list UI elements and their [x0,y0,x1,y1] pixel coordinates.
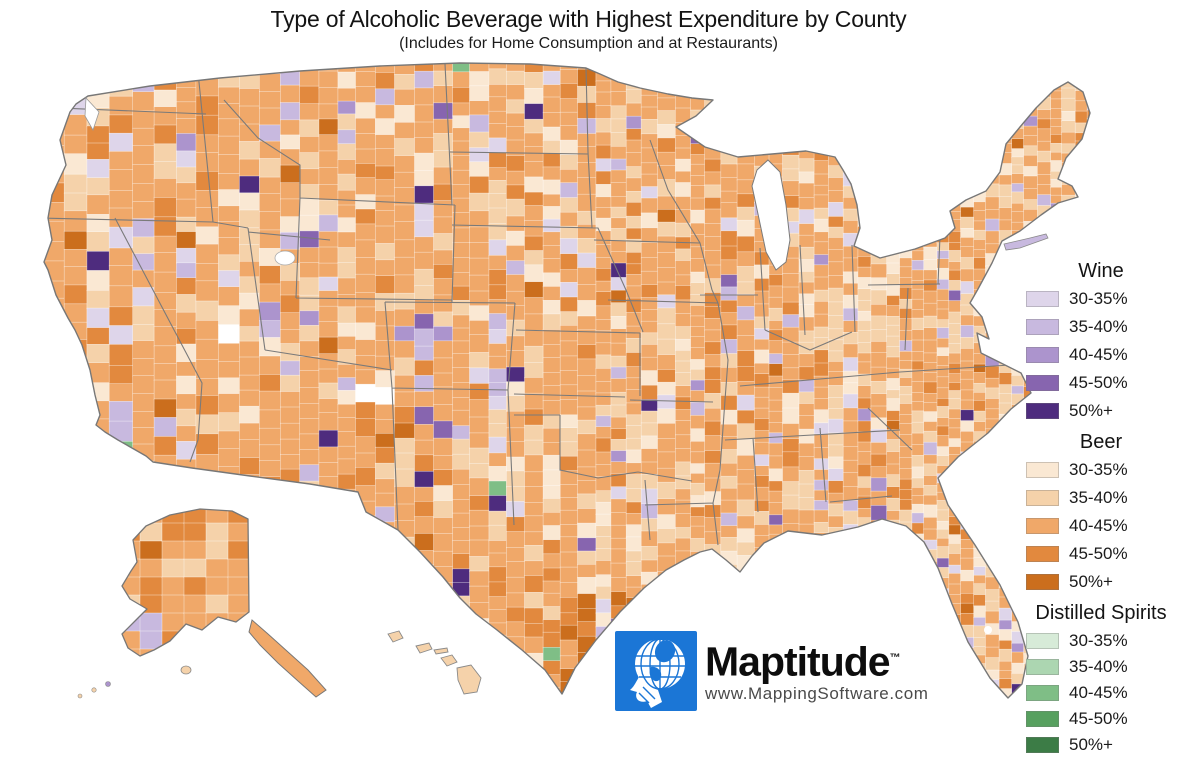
legend-color-swatch [1026,711,1059,727]
legend-item: 35-40% [1026,488,1176,507]
legend-item: 50%+ [1026,572,1176,591]
legend-color-swatch [1026,291,1059,307]
trademark-symbol: ™ [889,651,901,664]
great-lakes [84,97,992,634]
legend-color-swatch [1026,685,1059,701]
legend-group-items: 30-35% 35-40% 40-45% 45-50% 50%+ [1026,289,1176,420]
us-county-choropleth-map [43,62,1091,699]
legend-item: 30-35% [1026,631,1176,650]
maptitude-globe-head-icon [615,631,697,711]
legend-color-swatch [1026,462,1059,478]
logo-brand: Maptitude™ [705,638,901,685]
legend-color-swatch [1026,403,1059,419]
legend-group-title: Wine [1078,260,1124,282]
maptitude-logo: Maptitude™ www.MappingSoftware.com [615,631,929,711]
legend-group: Distilled Spirits 30-35% 35-40% 40-45% 4… [1026,600,1176,754]
legend-group-items: 30-35% 35-40% 40-45% 45-50% 50%+ [1026,460,1176,591]
state-borders [44,63,1011,546]
legend-color-swatch [1026,347,1059,363]
hawaii-islands [387,630,482,695]
legend-item: 50%+ [1026,735,1176,754]
legend-group: Wine 30-35% 35-40% 40-45% 45-50% 50%+ [1026,258,1176,420]
legend-item-label: 35-40% [1069,317,1128,336]
legend-item: 35-40% [1026,317,1176,336]
legend-item-label: 50%+ [1069,572,1113,591]
long-island [1003,233,1049,251]
legend-item: 50%+ [1026,401,1176,420]
legend-item-label: 40-45% [1069,345,1128,364]
legend-color-swatch [1026,633,1059,649]
logo-url: www.MappingSoftware.com [705,684,929,704]
legend-group: Beer 30-35% 35-40% 40-45% 45-50% 50%+ [1026,429,1176,591]
legend-item-label: 30-35% [1069,460,1128,479]
legend-color-swatch [1026,490,1059,506]
legend-item-label: 50%+ [1069,735,1113,754]
legend-item: 40-45% [1026,516,1176,535]
alaska [77,508,327,699]
legend-item-label: 30-35% [1069,631,1128,650]
map-title: Type of Alcoholic Beverage with Highest … [270,6,907,32]
legend-color-swatch [1026,659,1059,675]
legend-color-swatch [1026,518,1059,534]
legend-item-label: 35-40% [1069,657,1128,676]
legend-item-label: 45-50% [1069,373,1128,392]
legend-item: 45-50% [1026,373,1176,392]
map-subtitle: (Includes for Home Consumption and at Re… [399,35,778,52]
legend-item-label: 50%+ [1069,401,1113,420]
map-figure: Type of Alcoholic Beverage with Highest … [43,6,1167,754]
legend-item-label: 45-50% [1069,544,1128,563]
legend-item: 45-50% [1026,544,1176,563]
legend-color-swatch [1026,574,1059,590]
legend-color-swatch [1026,375,1059,391]
legend-item: 30-35% [1026,460,1176,479]
legend-item-label: 40-45% [1069,683,1128,702]
legend-item: 45-50% [1026,709,1176,728]
legend-item-label: 40-45% [1069,516,1128,535]
legend-item-label: 45-50% [1069,709,1128,728]
legend-item-label: 35-40% [1069,488,1128,507]
legend-item: 30-35% [1026,289,1176,308]
us-outline [43,62,1091,699]
legend-color-swatch [1026,546,1059,562]
legend-color-swatch [1026,737,1059,753]
legend-item-label: 30-35% [1069,289,1128,308]
map-legend: Wine 30-35% 35-40% 40-45% 45-50% 50%+ Be… [1026,258,1176,763]
legend-item: 40-45% [1026,683,1176,702]
legend-item: 40-45% [1026,345,1176,364]
legend-color-swatch [1026,319,1059,335]
logo-text: Maptitude™ www.MappingSoftware.com [705,637,929,706]
legend-group-title: Distilled Spirits [1035,602,1167,624]
legend-group-items: 30-35% 35-40% 40-45% 45-50% 50%+ [1026,631,1176,754]
legend-item: 35-40% [1026,657,1176,676]
legend-group-title: Beer [1079,431,1123,453]
